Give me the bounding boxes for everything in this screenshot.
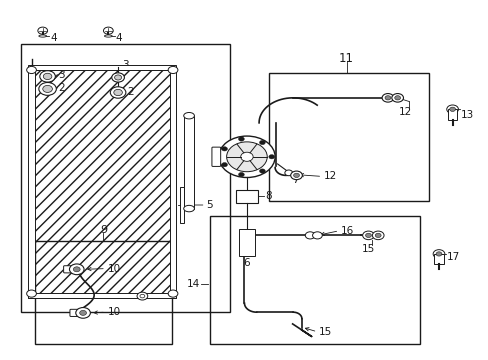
Text: 16: 16 [340,226,353,236]
Circle shape [114,75,122,80]
Circle shape [285,170,292,176]
Text: 15: 15 [318,327,331,337]
Circle shape [394,96,400,100]
Text: 9: 9 [100,225,107,235]
Bar [28,66,35,298]
Circle shape [221,147,227,151]
Circle shape [110,87,125,98]
Text: 3: 3 [58,69,65,80]
Bar [35,241,171,344]
Bar [210,216,419,344]
Bar [236,190,257,203]
Text: 13: 13 [460,110,473,120]
Bar [183,116,194,208]
Text: 6: 6 [243,258,250,268]
Circle shape [381,94,393,102]
Text: 4: 4 [116,33,122,43]
Text: 12: 12 [398,107,411,117]
Text: 10: 10 [107,264,120,274]
Ellipse shape [183,112,194,119]
Bar [169,66,176,298]
Circle shape [238,172,244,177]
Circle shape [73,267,80,272]
Text: 11: 11 [338,52,353,65]
Circle shape [259,140,265,145]
Text: 2: 2 [127,87,134,98]
Text: 12: 12 [323,171,336,181]
Bar [433,254,443,264]
Text: 7: 7 [291,175,298,185]
Text: 3: 3 [122,60,128,70]
Circle shape [103,27,113,34]
FancyBboxPatch shape [70,309,82,316]
Circle shape [435,252,441,256]
Bar [268,73,428,202]
Bar [447,109,457,120]
Circle shape [27,290,36,297]
Circle shape [446,105,458,113]
Text: 8: 8 [264,191,271,201]
Ellipse shape [104,35,112,37]
Circle shape [268,155,274,159]
Circle shape [362,231,373,240]
Circle shape [40,71,55,82]
Circle shape [168,290,178,297]
Circle shape [168,66,178,73]
Circle shape [114,89,122,96]
Circle shape [305,232,314,239]
Circle shape [290,171,302,180]
Bar [239,229,254,256]
Circle shape [69,264,84,275]
Bar [28,293,176,298]
Circle shape [27,66,36,73]
Circle shape [259,169,265,173]
Circle shape [38,27,47,34]
Text: 10: 10 [107,307,120,317]
Ellipse shape [39,35,46,37]
Circle shape [218,136,275,177]
Text: 17: 17 [447,252,460,262]
Circle shape [374,233,380,238]
Circle shape [80,310,86,315]
Circle shape [76,307,90,318]
Text: 14: 14 [186,279,200,289]
FancyBboxPatch shape [63,266,75,273]
Circle shape [42,85,52,93]
Circle shape [293,173,299,177]
Circle shape [238,137,244,141]
Circle shape [137,292,147,300]
FancyBboxPatch shape [211,147,220,166]
Text: 1: 1 [243,157,249,167]
Circle shape [221,163,227,167]
Bar [180,187,184,223]
Circle shape [384,96,390,100]
Circle shape [391,94,403,102]
Circle shape [365,233,371,238]
Circle shape [449,107,455,111]
Ellipse shape [183,205,194,212]
Circle shape [43,73,52,80]
Circle shape [39,82,56,95]
Circle shape [112,73,124,82]
Circle shape [226,142,266,172]
Bar [34,70,170,294]
Text: 4: 4 [50,33,57,43]
Circle shape [312,232,322,239]
Circle shape [432,249,444,258]
Circle shape [240,152,253,161]
Circle shape [372,231,383,240]
Text: 2: 2 [58,83,65,93]
Text: 15: 15 [361,244,374,253]
Bar [21,44,229,312]
Bar [28,65,176,70]
Text: 5: 5 [206,200,213,210]
